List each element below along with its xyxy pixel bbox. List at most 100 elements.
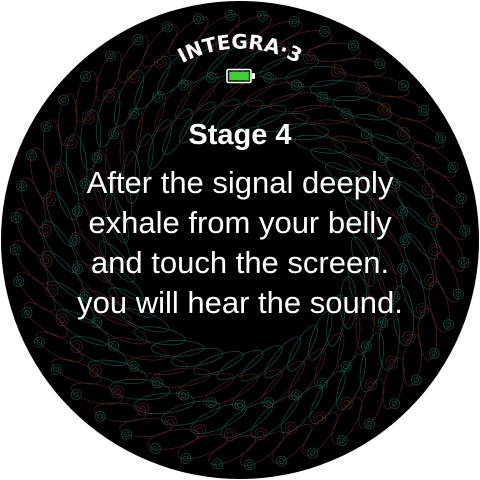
pattern-dot [195,15,202,22]
pattern-petal [135,91,166,148]
pattern-dot [79,290,91,302]
pattern-petal [70,382,123,405]
pattern-petal [216,349,264,381]
pattern-petal [81,175,107,235]
pattern-dot [339,437,346,444]
pattern-dot [431,350,438,357]
pattern-petal [423,168,464,209]
pattern-dot [391,400,398,407]
pattern-petal [20,177,46,228]
pattern-petal [397,117,445,149]
pattern-dot [400,82,407,89]
pattern-petal [195,13,240,49]
pattern-dot [70,340,84,354]
pattern-petal [288,348,326,401]
pattern-dot [418,306,426,313]
pattern-dot [263,72,275,83]
pattern-dot [288,16,300,28]
pattern-dot [307,447,319,459]
pattern-petal [294,134,347,154]
pattern-dot [259,13,266,20]
pattern-petal [95,51,122,102]
pattern-dot [263,397,275,408]
pattern-dot [363,130,370,137]
pattern-dot [161,21,173,33]
pattern-dot [254,427,268,441]
pattern-dot [413,376,420,383]
pattern-dot [34,336,45,348]
pattern-petal [134,133,154,186]
stage-instructions: After the signal deeply exhale from your… [41,163,439,323]
pattern-dot [54,167,62,174]
pattern-dot [379,154,386,161]
pattern-petal [434,224,465,272]
pattern-dot [405,333,413,341]
pattern-dot [154,94,161,100]
pattern-dot [102,89,116,102]
pattern-dot [79,178,91,190]
pattern-dot [129,73,137,81]
pattern-petal [355,292,375,354]
pattern-dot [156,58,164,66]
pattern-petal [15,208,46,256]
pattern-petal [45,190,77,247]
pattern-dot [363,343,370,350]
pattern-dot [180,82,187,88]
pattern-petal [119,308,170,333]
pattern-petal [13,240,49,285]
pattern-dot [12,246,19,253]
pattern-dot [128,360,140,372]
pattern-petal [91,314,148,345]
pattern-petal [134,56,171,110]
pattern-dot [278,458,285,465]
pattern-petal [373,245,399,305]
pattern-dot [306,54,313,62]
pattern-dot [40,121,52,132]
pattern-dot [51,164,65,177]
pattern-petal [162,108,193,155]
pattern-petal [378,95,429,122]
pattern-petal [418,307,438,361]
pattern-petal [336,178,379,216]
pattern-dot [212,458,223,470]
pattern-dot [336,435,348,446]
pattern-petal [142,24,178,68]
pattern-dot [92,367,99,375]
pattern-dot [149,443,161,454]
pattern-dot [105,50,116,62]
pattern-dot [130,363,137,370]
brand-logo: INTEGRA·3 [174,30,307,68]
pattern-petal [46,280,96,324]
pattern-dot [399,208,406,215]
pattern-petal [208,434,256,465]
instruction-line: and touch the screen. [90,245,390,280]
svg-text:INTEGRA·3: INTEGRA·3 [174,30,307,68]
pattern-petal [197,98,240,136]
pattern-dot [114,388,121,396]
pattern-petal [400,259,426,319]
pattern-petal [259,54,319,80]
pattern-dot [110,130,117,137]
pattern-petal [80,109,102,171]
pattern-petal [51,358,102,385]
pattern-dot [15,278,22,285]
pattern-dot [94,410,106,422]
pattern-dot [399,234,411,246]
pattern-dot [364,418,376,430]
pattern-dot [26,149,37,161]
pattern-dot [461,227,468,234]
pattern-petal [69,336,127,367]
pattern-dot [94,319,100,326]
pattern-dot [72,263,83,275]
pattern-dot [367,381,375,389]
pattern-petal [252,20,303,46]
pattern-petal [113,171,132,224]
pattern-dot [182,455,189,462]
pattern-dot [319,94,326,100]
pattern-dot [110,343,117,350]
pattern-dot [450,164,456,171]
pattern-dot [132,34,144,45]
pattern-petal [119,107,143,167]
